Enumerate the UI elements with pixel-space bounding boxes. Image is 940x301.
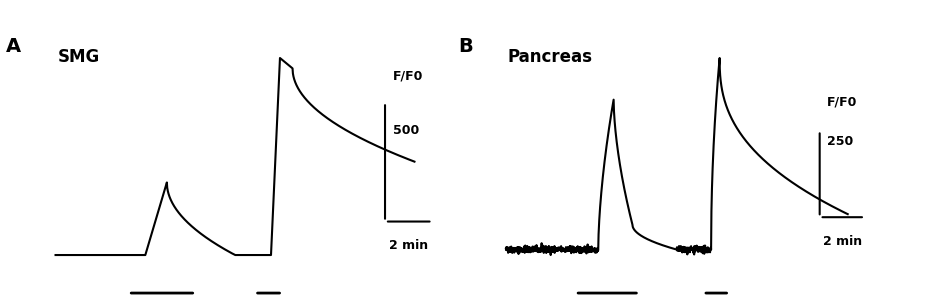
Text: 250: 250 [827,135,854,148]
Text: SMG: SMG [57,48,100,66]
Text: B: B [459,37,474,56]
Text: Pancreas: Pancreas [508,48,592,66]
Text: A: A [6,37,21,56]
Text: 2 min: 2 min [822,234,862,247]
Text: F/F0: F/F0 [393,70,423,83]
Text: 2 min: 2 min [389,239,429,252]
Text: F/F0: F/F0 [827,96,857,109]
Text: 500: 500 [393,124,419,137]
